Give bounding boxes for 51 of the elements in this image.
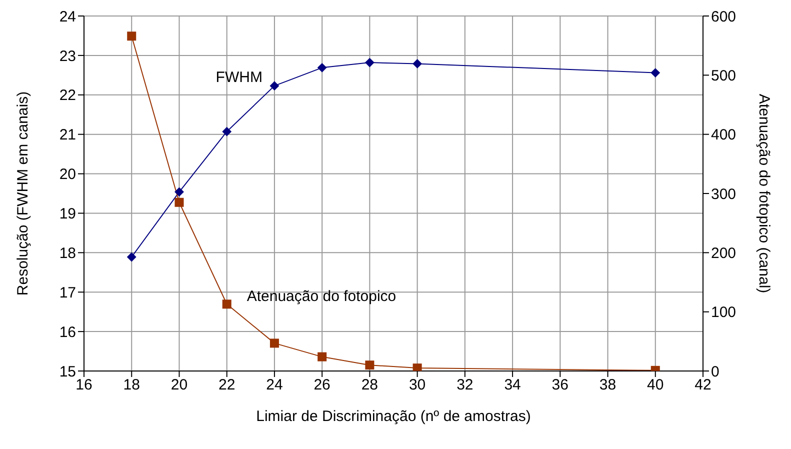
- point: [365, 360, 374, 370]
- x-tick-label: 30: [408, 376, 426, 394]
- x-tick-label: 42: [694, 376, 712, 394]
- y-tick-label: 24: [59, 8, 76, 26]
- point: [174, 187, 184, 196]
- y-tick-label: 17: [59, 284, 76, 302]
- point: [127, 32, 136, 41]
- point: [412, 364, 422, 371]
- x-tick-label: 34: [504, 376, 521, 394]
- y2-axis-title: Atenuação do fotopico (canal): [756, 94, 773, 294]
- point: [365, 58, 374, 68]
- x-tick-label: 36: [552, 376, 568, 394]
- y-tick-label: 21: [59, 126, 76, 144]
- y-tick-label: 22: [59, 87, 76, 104]
- y-tick-label: 18: [59, 244, 76, 262]
- y2-tick-label: 100: [711, 304, 736, 322]
- series-label: Atenuação do fotopico: [246, 288, 396, 306]
- point: [318, 352, 327, 362]
- point: [318, 63, 327, 72]
- x-tick-label: 26: [314, 376, 330, 394]
- x-tick-label: 16: [76, 376, 92, 394]
- y2-tick-label: 600: [711, 8, 736, 26]
- point: [127, 252, 136, 262]
- point: [412, 59, 422, 68]
- series-label: FWHM: [216, 68, 262, 86]
- x-tick-label: 20: [170, 376, 188, 394]
- x-axis-title: Limiar de Discriminação (nº de amostras): [256, 408, 531, 425]
- y2-tick-label: 400: [711, 126, 736, 144]
- point: [270, 338, 279, 348]
- point: [222, 127, 232, 136]
- point: [222, 300, 232, 309]
- y-tick-label: 23: [59, 48, 76, 65]
- y-tick-label: 15: [59, 363, 76, 380]
- x-tick-label: 40: [647, 376, 664, 394]
- y2-tick-label: 200: [711, 244, 736, 262]
- y-tick-label: 19: [59, 206, 76, 223]
- point: [174, 198, 184, 207]
- x-tick-label: 32: [456, 376, 474, 394]
- y-tick-label: 20: [59, 166, 76, 184]
- y2-tick-label: 0: [711, 363, 720, 380]
- x-tick-label: 38: [599, 376, 616, 394]
- y2-tick-label: 500: [711, 67, 736, 84]
- point: [650, 68, 660, 78]
- y-axis-title: Resolução (FWHM em canais): [14, 91, 32, 296]
- y2-tick-label: 300: [711, 186, 736, 203]
- x-tick-label: 18: [123, 376, 140, 394]
- y-tick-label: 16: [59, 324, 76, 341]
- x-tick-label: 24: [266, 376, 283, 394]
- point: [270, 81, 279, 90]
- x-tick-label: 28: [361, 376, 378, 394]
- x-tick-label: 22: [218, 376, 236, 394]
